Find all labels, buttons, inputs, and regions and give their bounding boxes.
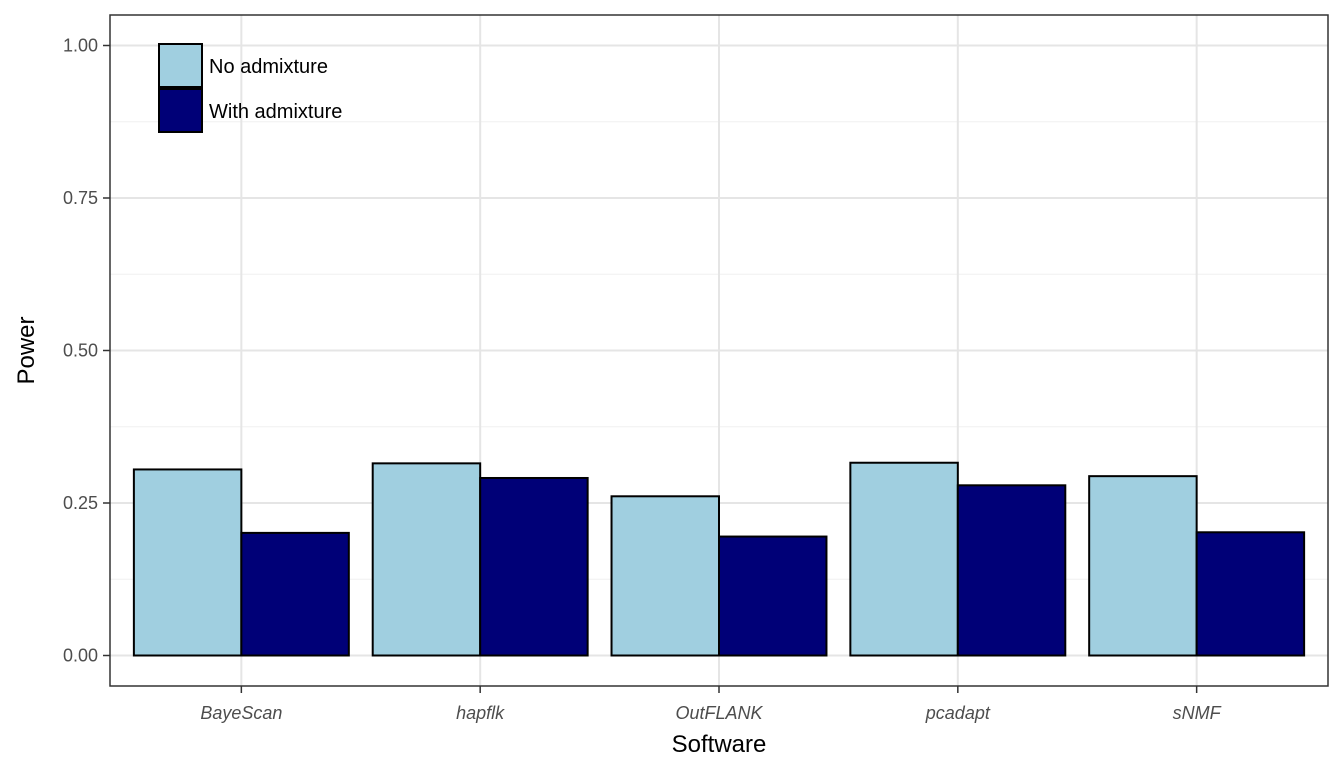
- y-tick-label: 0.00: [63, 646, 98, 666]
- x-tick-label: BayeScan: [200, 703, 282, 723]
- x-tick-label: hapflk: [456, 703, 505, 723]
- bar-pcadapt-no-admixture: [849, 461, 959, 657]
- bar-BayeScan-no-admixture: [132, 468, 243, 657]
- bars: [132, 461, 1306, 657]
- x-axis-title: Software: [672, 731, 767, 758]
- x-axis: BayeScan hapflk OutFLANK pcadapt sNMF: [200, 686, 1222, 723]
- bar-sNMF-with-admixture: [1195, 531, 1306, 657]
- legend-label-0: No admixture: [209, 56, 328, 78]
- legend: No admixture With admixture: [158, 43, 342, 133]
- legend-key-1: [158, 88, 203, 133]
- y-axis-title: Power: [13, 316, 40, 384]
- legend-label-1: With admixture: [209, 101, 342, 123]
- bar-hapflk-no-admixture: [371, 462, 482, 657]
- bar-OutFLANK-no-admixture: [610, 495, 721, 657]
- x-tick-label: sNMF: [1173, 703, 1222, 723]
- y-tick-label: 0.50: [63, 341, 98, 361]
- x-tick-label: OutFLANK: [675, 703, 763, 723]
- bar-sNMF-no-admixture: [1088, 475, 1198, 657]
- bar-hapflk-with-admixture: [479, 476, 589, 657]
- legend-key-0: [158, 43, 203, 88]
- y-axis: 0.00 0.25 0.50 0.75 1.00: [63, 36, 110, 666]
- x-tick-label: pcadapt: [925, 703, 991, 723]
- y-tick-label: 0.25: [63, 493, 98, 513]
- bar-OutFLANK-with-admixture: [718, 535, 828, 657]
- y-tick-label: 0.75: [63, 188, 98, 208]
- y-tick-label: 1.00: [63, 36, 98, 56]
- bar-pcadapt-with-admixture: [956, 484, 1067, 657]
- bar-BayeScan-with-admixture: [240, 531, 350, 657]
